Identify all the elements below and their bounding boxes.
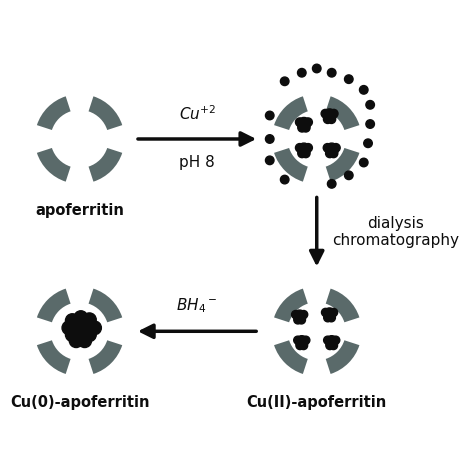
Text: Cu(II)-apoferritin: Cu(II)-apoferritin (246, 395, 387, 411)
Text: Cu(0)-apoferritin: Cu(0)-apoferritin (10, 395, 149, 411)
Circle shape (329, 308, 337, 316)
Circle shape (366, 101, 374, 109)
Wedge shape (274, 340, 308, 374)
Circle shape (294, 336, 302, 344)
Text: Cu$^{+2}$: Cu$^{+2}$ (179, 104, 216, 123)
Wedge shape (37, 96, 71, 130)
Circle shape (321, 110, 329, 118)
Circle shape (296, 342, 304, 350)
Circle shape (293, 310, 306, 322)
Circle shape (329, 149, 338, 158)
Wedge shape (37, 148, 71, 182)
Circle shape (292, 310, 300, 319)
Circle shape (332, 144, 340, 152)
Circle shape (297, 143, 310, 156)
Circle shape (294, 316, 302, 324)
Circle shape (65, 328, 79, 342)
Circle shape (298, 69, 306, 77)
Circle shape (321, 308, 329, 316)
Text: apoferritin: apoferritin (35, 203, 124, 218)
Text: pH 8: pH 8 (179, 155, 215, 170)
Wedge shape (37, 340, 71, 374)
Circle shape (265, 156, 274, 164)
Circle shape (300, 310, 308, 319)
Circle shape (329, 342, 337, 350)
Circle shape (366, 120, 374, 128)
Wedge shape (274, 288, 308, 322)
Wedge shape (89, 96, 122, 130)
Circle shape (323, 144, 332, 152)
Circle shape (329, 110, 338, 118)
Circle shape (324, 336, 332, 344)
Circle shape (326, 342, 334, 350)
Circle shape (323, 115, 332, 123)
Wedge shape (89, 340, 122, 374)
Wedge shape (274, 148, 308, 182)
Wedge shape (89, 288, 122, 322)
Circle shape (71, 319, 84, 333)
Circle shape (65, 314, 79, 328)
Wedge shape (326, 288, 359, 322)
Wedge shape (326, 148, 359, 182)
Circle shape (62, 321, 76, 335)
Circle shape (325, 143, 338, 156)
Circle shape (295, 118, 304, 126)
Circle shape (79, 319, 93, 333)
Circle shape (328, 314, 336, 322)
Circle shape (326, 149, 334, 158)
Circle shape (281, 77, 289, 86)
Circle shape (323, 308, 336, 321)
Circle shape (295, 336, 308, 348)
Circle shape (359, 86, 368, 94)
Circle shape (82, 313, 96, 327)
Circle shape (332, 336, 340, 344)
Circle shape (281, 175, 289, 184)
Circle shape (323, 109, 336, 122)
Circle shape (359, 158, 368, 167)
Circle shape (88, 321, 101, 335)
Circle shape (345, 75, 353, 83)
Circle shape (265, 111, 274, 120)
Wedge shape (89, 148, 122, 182)
Circle shape (295, 144, 304, 152)
Circle shape (304, 144, 312, 152)
Circle shape (327, 115, 336, 123)
Circle shape (69, 334, 83, 348)
Circle shape (298, 123, 306, 132)
Wedge shape (326, 96, 359, 130)
Circle shape (301, 123, 310, 132)
Circle shape (301, 149, 310, 158)
Circle shape (297, 316, 305, 324)
Circle shape (74, 311, 88, 324)
Wedge shape (274, 96, 308, 130)
Circle shape (74, 326, 88, 339)
Circle shape (324, 314, 332, 322)
Circle shape (300, 342, 308, 350)
Circle shape (328, 179, 336, 188)
Wedge shape (326, 340, 359, 374)
Circle shape (302, 336, 310, 344)
Text: dialysis
chromatography: dialysis chromatography (332, 216, 459, 248)
Circle shape (297, 117, 310, 130)
Wedge shape (37, 288, 71, 322)
Circle shape (82, 328, 96, 342)
Circle shape (298, 149, 306, 158)
Circle shape (328, 69, 336, 77)
Text: BH$_4$$^-$: BH$_4$$^-$ (176, 296, 218, 315)
Circle shape (304, 118, 312, 126)
Circle shape (312, 64, 321, 73)
Circle shape (78, 334, 91, 348)
Circle shape (364, 139, 372, 148)
Circle shape (265, 135, 274, 143)
Circle shape (345, 171, 353, 179)
Circle shape (326, 336, 338, 348)
